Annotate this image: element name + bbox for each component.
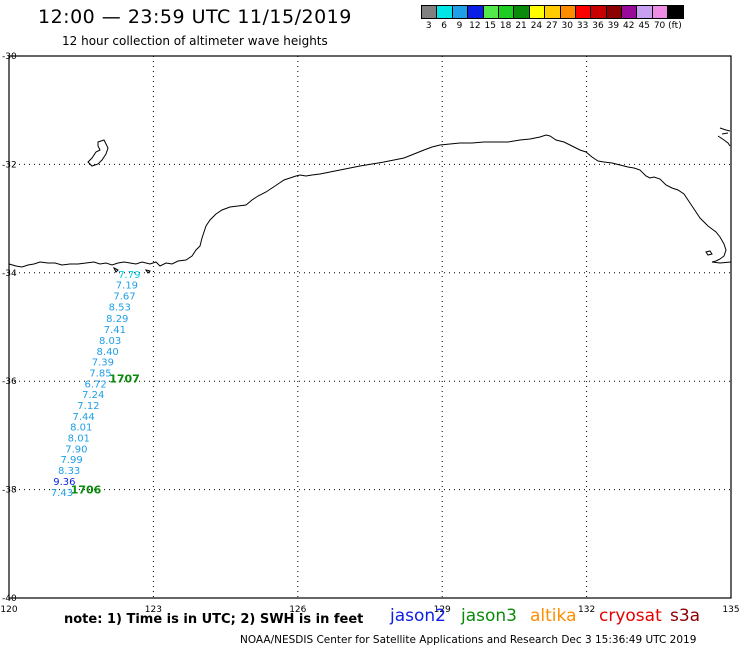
wave-height-value: 6.72 xyxy=(85,379,107,390)
latitude-label: -30 xyxy=(2,52,17,62)
wave-height-value: 8.53 xyxy=(109,302,131,313)
legend-swatch xyxy=(636,5,653,19)
legend-label: 18 xyxy=(499,21,512,31)
wave-height-value: 8.01 xyxy=(70,423,92,434)
page-title: 12:00 — 23:59 UTC 11/15/2019 xyxy=(38,6,352,28)
pass-time-label: 1706 xyxy=(71,484,102,497)
longitude-label: 120 xyxy=(0,605,17,615)
wave-height-value: 8.29 xyxy=(106,314,128,325)
wave-height-value: 7.41 xyxy=(104,325,126,336)
credit-line: NOAA/NESDIS Center for Satellite Applica… xyxy=(240,634,697,646)
legend-label: 24 xyxy=(530,21,543,31)
longitude-label: 123 xyxy=(145,605,162,615)
page-subtitle: 12 hour collection of altimeter wave hei… xyxy=(62,34,328,48)
wave-height-value: 7.90 xyxy=(65,444,87,455)
wave-height-value: 7.19 xyxy=(116,281,138,292)
legend-swatch xyxy=(590,5,607,19)
wave-height-value: 7.39 xyxy=(92,358,114,369)
footer-note: note: 1) Time is in UTC; 2) SWH is in fe… xyxy=(64,612,364,627)
legend-label: 36 xyxy=(592,21,604,31)
wave-height-value: 7.79 xyxy=(118,270,140,281)
latitude-label: -38 xyxy=(2,486,17,496)
legend-swatch xyxy=(574,5,592,19)
satellite-name-s3a: s3a xyxy=(670,606,701,626)
pass-time-label: 1707 xyxy=(109,372,140,385)
map-frame xyxy=(8,55,732,599)
legend-label: 21 xyxy=(515,21,527,31)
satellite-name-jason2: jason2 xyxy=(390,606,446,626)
color-legend: 3 6 9 12 15 18 21 24 27 30 33 36 39 42 45 70 (ft) xyxy=(421,5,684,31)
latitude-label: -36 xyxy=(2,377,17,387)
longitude-label: 132 xyxy=(578,605,595,615)
satellite-name-altika: altika xyxy=(530,606,577,626)
longitude-label: 126 xyxy=(289,605,306,615)
latitude-label: -32 xyxy=(2,160,17,170)
recherche-islands xyxy=(87,139,109,167)
legend-swatch xyxy=(605,5,623,19)
legend-label: 30 xyxy=(561,21,573,31)
legend-label: 6 xyxy=(441,21,447,31)
legend-label: 42 xyxy=(623,21,635,31)
legend-swatch xyxy=(528,5,546,19)
legend-label: 70 xyxy=(653,21,666,31)
legend-label: (ft) xyxy=(668,21,682,31)
legend-swatch xyxy=(451,5,469,19)
legend-swatch xyxy=(621,5,638,19)
coastline xyxy=(8,127,732,274)
legend-label: 45 xyxy=(638,21,650,31)
legend-swatch xyxy=(513,5,530,19)
coast-islet xyxy=(144,269,151,274)
coast-islet xyxy=(112,266,119,273)
coastline-eyre-peninsula-tip xyxy=(717,127,731,147)
legend-swatch xyxy=(667,5,684,19)
wave-height-value: 8.03 xyxy=(99,336,121,347)
legend-swatch xyxy=(651,5,669,19)
wave-height-value: 9.36 xyxy=(53,477,75,488)
legend-label: 12 xyxy=(469,21,481,31)
wave-height-value: 7.43 xyxy=(51,488,73,499)
wave-height-value: 8.33 xyxy=(58,466,80,477)
satellite-name-jason3: jason3 xyxy=(461,606,517,626)
legend-swatches xyxy=(421,5,684,19)
legend-label: 27 xyxy=(546,21,558,31)
latitude-label: -34 xyxy=(2,269,17,279)
kangaroo-island-outline xyxy=(705,250,713,256)
wave-height-value: 7.12 xyxy=(77,401,99,412)
longitude-label: 129 xyxy=(434,605,451,615)
wave-height-observations: 7.797.197.678.538.297.418.038.407.397.85… xyxy=(51,270,141,499)
coastline-south-australia xyxy=(8,134,732,268)
legend-swatch xyxy=(467,5,484,19)
latitude-label: -40 xyxy=(2,594,17,604)
wave-height-value: 8.40 xyxy=(97,347,119,358)
pass-time-labels: 1707 1706 xyxy=(71,372,140,496)
legend-label: 3 xyxy=(425,21,432,31)
legend-labels: 3 6 9 12 15 18 21 24 27 30 33 36 39 42 45 70 (ft) xyxy=(421,21,683,31)
wave-height-value: 7.24 xyxy=(82,390,104,401)
longitude-label: 135 xyxy=(722,605,739,615)
wave-height-value: 7.85 xyxy=(89,369,111,380)
legend-label: 15 xyxy=(484,21,496,31)
legend-label: 9 xyxy=(456,21,463,31)
wave-height-value: 7.99 xyxy=(60,455,82,466)
legend-swatch xyxy=(421,5,438,19)
legend-swatch xyxy=(559,5,576,19)
legend-swatch xyxy=(544,5,561,19)
wave-height-value: 7.44 xyxy=(72,412,94,423)
legend-swatch xyxy=(497,5,515,19)
legend-swatch xyxy=(482,5,499,19)
wave-height-value: 7.67 xyxy=(113,292,135,303)
satellite-name-cryosat: cryosat xyxy=(599,606,662,626)
legend-label: 39 xyxy=(607,21,620,31)
legend-swatch xyxy=(436,5,453,19)
wave-height-value: 8.01 xyxy=(68,434,90,445)
legend-label: 33 xyxy=(576,21,589,31)
